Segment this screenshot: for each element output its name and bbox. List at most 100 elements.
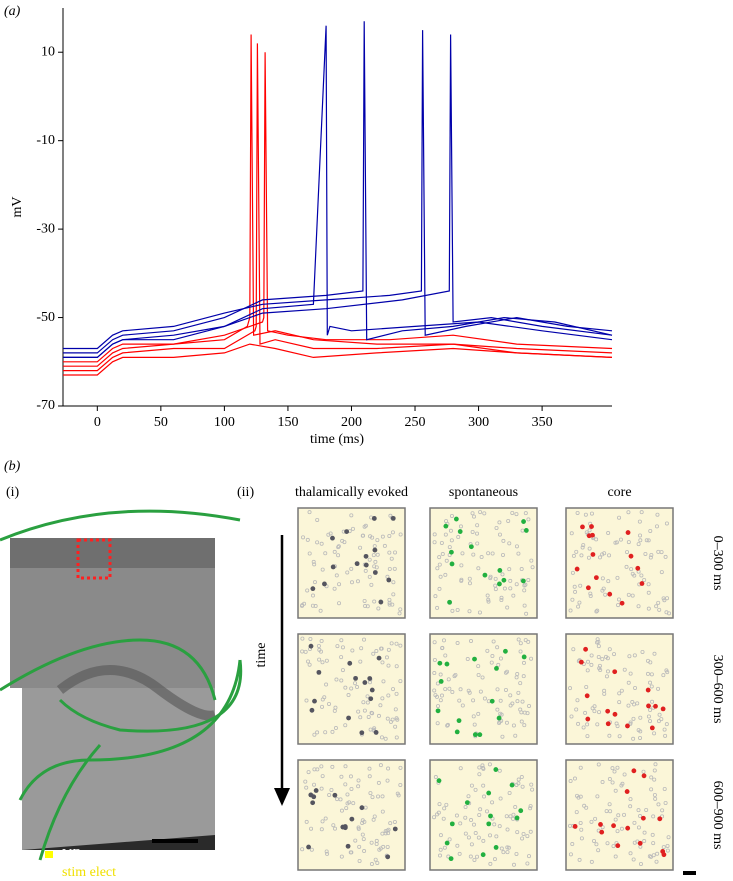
active-cell (456, 718, 462, 724)
y-tick-label: -10 (36, 133, 55, 148)
active-cell (359, 730, 365, 736)
cell (651, 853, 656, 858)
cell (647, 854, 652, 859)
cell (349, 580, 354, 585)
active-cell (313, 788, 319, 793)
cell (365, 700, 370, 705)
cell (636, 604, 641, 609)
cell (662, 786, 667, 791)
cell (574, 707, 579, 712)
cell (350, 526, 355, 531)
x-tick-label: 350 (532, 415, 553, 430)
cell (596, 848, 601, 853)
active-cell (386, 577, 392, 583)
cell (587, 546, 592, 551)
cell (644, 807, 649, 812)
cell (495, 645, 500, 650)
active-cell (437, 660, 443, 666)
cell (449, 513, 454, 518)
cell (371, 651, 376, 656)
cell (568, 686, 573, 691)
cell (380, 809, 385, 814)
cell (497, 824, 502, 829)
cell (584, 530, 589, 535)
cell (508, 814, 513, 819)
active-cell (521, 654, 527, 660)
cell (665, 596, 670, 601)
active-cell (598, 822, 603, 827)
cell (527, 703, 532, 708)
cell (329, 787, 334, 792)
cell (367, 774, 372, 779)
active-cell (611, 823, 616, 829)
cell (438, 853, 443, 858)
cell (392, 566, 397, 571)
cell (595, 608, 600, 613)
cell (596, 762, 601, 767)
cell (466, 794, 471, 799)
cell (516, 637, 521, 642)
cell (439, 540, 444, 545)
cell (383, 831, 388, 836)
active-cell (584, 693, 590, 699)
y-tick-label: 10 (41, 44, 55, 59)
cell (636, 808, 641, 813)
cell (650, 699, 655, 704)
cell (652, 731, 657, 736)
cell (324, 658, 329, 663)
cell (586, 659, 591, 664)
time-label: time (254, 643, 269, 668)
cell (652, 792, 657, 797)
cell (350, 648, 355, 653)
cell (391, 687, 396, 692)
cell (495, 687, 500, 692)
cell (312, 580, 317, 585)
cell (372, 814, 377, 819)
cell (526, 639, 531, 644)
cell (605, 656, 610, 661)
cell (394, 716, 399, 721)
cell (469, 842, 474, 847)
cell (514, 851, 519, 856)
cell (617, 515, 622, 520)
active-cell (346, 715, 351, 721)
row-label: 0–300 ms (710, 536, 725, 591)
cell (664, 610, 669, 615)
cell (480, 675, 485, 680)
active-cell (444, 661, 450, 667)
cell (490, 654, 495, 659)
cell (646, 590, 651, 595)
cell (394, 735, 399, 740)
cell (320, 819, 325, 824)
active-cell (480, 852, 486, 858)
cell (458, 524, 463, 529)
cell (504, 720, 509, 725)
cell (638, 729, 643, 734)
cell (521, 674, 526, 679)
cell (385, 844, 390, 849)
cell (469, 818, 474, 823)
cell (470, 511, 475, 516)
active-cell (443, 523, 449, 529)
cell (375, 538, 380, 543)
trace (63, 343, 613, 376)
cell (475, 854, 480, 859)
cell (468, 854, 473, 859)
cell (577, 600, 582, 605)
cell (310, 593, 315, 598)
cell (320, 704, 325, 709)
cell (499, 846, 504, 851)
active-cell (585, 585, 591, 591)
cell (363, 604, 368, 609)
cell (666, 835, 671, 840)
cell (368, 534, 373, 539)
cell (600, 576, 605, 581)
cell (648, 708, 653, 713)
cell (507, 791, 512, 796)
cell (656, 802, 661, 807)
cell (338, 797, 343, 802)
cell (349, 686, 354, 691)
cell (528, 829, 533, 834)
cell (506, 518, 511, 523)
cell (332, 708, 337, 713)
